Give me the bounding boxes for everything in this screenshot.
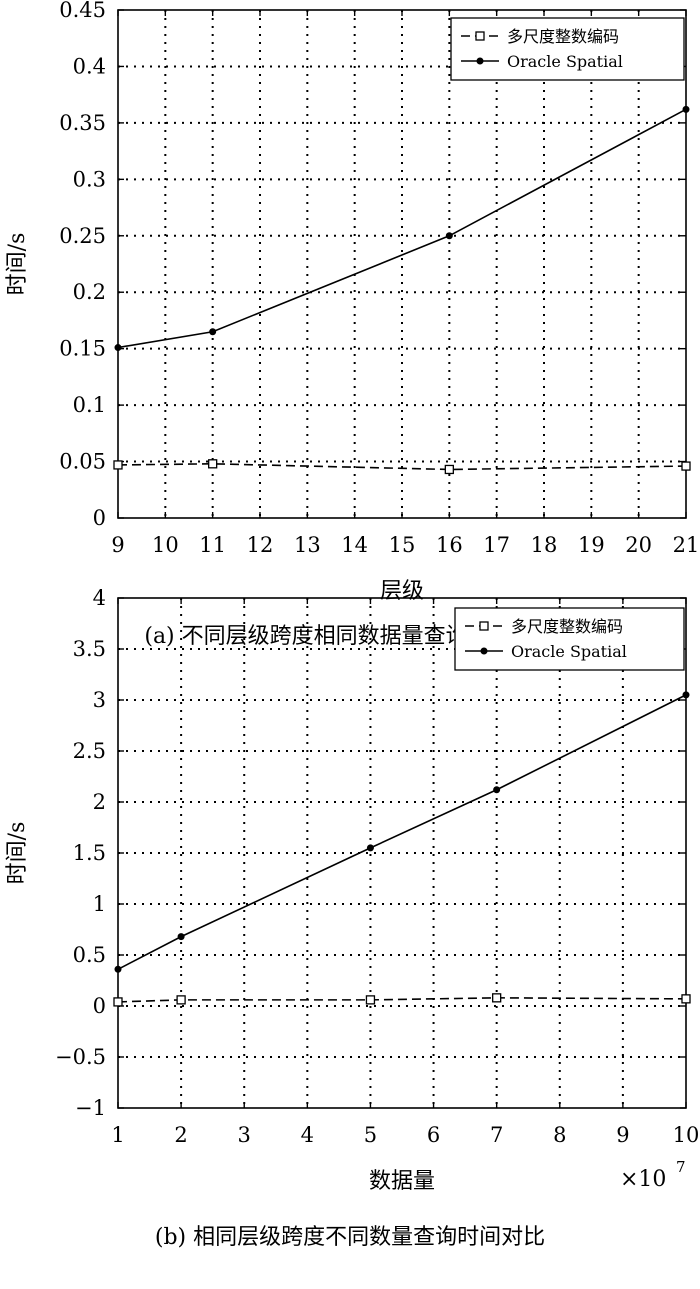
legend-label: 多尺度整数编码 — [507, 27, 619, 46]
x-tick-label: 20 — [625, 533, 652, 557]
y-tick-label: 0.2 — [73, 280, 106, 304]
y-tick-label: 0 — [93, 506, 106, 530]
x-tick-label: 13 — [294, 533, 321, 557]
data-point — [492, 993, 502, 1003]
x-tick-label: 2 — [174, 1123, 187, 1147]
y-tick-label: 0.15 — [59, 337, 106, 361]
y-tick-label: −1 — [75, 1096, 106, 1120]
data-point — [681, 461, 691, 471]
series-oracle-spatial — [114, 105, 690, 352]
data-point — [445, 232, 453, 240]
y-tick-label: 3.5 — [73, 637, 106, 661]
data-point — [365, 995, 376, 1005]
x-tick-label: 10 — [673, 1123, 700, 1147]
plot-frame — [117, 597, 687, 1109]
data-point — [209, 328, 217, 336]
data-point — [114, 965, 122, 973]
series-integer-code — [113, 993, 691, 1007]
data-point — [493, 786, 501, 794]
x-tick-label: 21 — [673, 533, 700, 557]
legend-label: Oracle Spatial — [507, 52, 623, 71]
legend-marker — [475, 31, 485, 41]
legend-box — [454, 607, 685, 671]
legend-label: 多尺度整数编码 — [511, 617, 623, 636]
y-tick-label: 0.05 — [59, 450, 106, 474]
x-tick-label: 18 — [531, 533, 558, 557]
x-tick-label: 9 — [616, 1123, 629, 1147]
data-point — [114, 344, 122, 352]
series-line — [117, 997, 687, 1003]
data-point — [113, 997, 123, 1007]
figure-caption: (b) 相同层级跨度不同数量查询时间对比 — [155, 1225, 545, 1250]
y-tick-label: 0.4 — [73, 54, 106, 78]
x-axis-label: 数据量 — [369, 1169, 435, 1194]
data-point — [176, 995, 186, 1005]
x-tick-label: 7 — [490, 1123, 503, 1147]
data-point — [113, 460, 123, 470]
series-line — [117, 694, 687, 970]
x-tick-label: 10 — [152, 533, 179, 557]
legend-marker — [479, 621, 489, 631]
x-tick-label: 17 — [483, 533, 510, 557]
x-tick-label: 6 — [427, 1123, 440, 1147]
legend-marker — [480, 647, 488, 655]
x-tick-label: 16 — [436, 533, 463, 557]
y-tick-label: 0.5 — [73, 943, 106, 967]
legend: 多尺度整数编码 Oracle Spatial — [454, 607, 685, 671]
y-tick-label: 2 — [93, 790, 106, 814]
y-tick-label: −0.5 — [55, 1045, 106, 1069]
x-tick-label: 15 — [389, 533, 416, 557]
y-tick-label: 0.3 — [73, 167, 106, 191]
x-axis-label: 层级 — [380, 579, 424, 604]
x-tick-label: 19 — [578, 533, 605, 557]
x-tick-label: 8 — [553, 1123, 566, 1147]
x-multiplier-exponent: 7 — [676, 1158, 686, 1176]
y-tick-label: 2.5 — [73, 739, 106, 763]
series-oracle-spatial — [114, 691, 690, 973]
plot-frame — [117, 9, 687, 519]
legend-box — [450, 17, 685, 81]
legend: 多尺度整数编码 Oracle Spatial — [450, 17, 685, 81]
y-tick-label: 0 — [93, 994, 106, 1018]
y-tick-label: 0.35 — [59, 111, 106, 135]
legend-marker — [476, 57, 484, 65]
y-axis-label: 时间/s — [5, 233, 30, 296]
data-point — [366, 844, 374, 852]
x-tick-label: 5 — [364, 1123, 377, 1147]
y-tick-label: 3 — [93, 688, 106, 712]
data-point — [682, 691, 690, 699]
y-tick-label: 1.5 — [73, 841, 106, 865]
chart-b: 1 2 3 4 5 6 7 8 9 10 −1 −0.5 0 0.5 1 1.5 2 2.5 3 3.5 4 数据量 时间/… — [5, 586, 699, 1250]
y-tick-label: 4 — [93, 586, 106, 610]
x-tick-label: 12 — [247, 533, 274, 557]
x-multiplier: ×10 — [620, 1167, 666, 1192]
data-point — [177, 933, 185, 941]
series-line — [117, 463, 687, 471]
y-axis-label: 时间/s — [5, 822, 30, 885]
x-tick-label: 9 — [111, 533, 124, 557]
y-tick-label: 1 — [93, 892, 106, 916]
x-tick-label: 4 — [301, 1123, 314, 1147]
y-tick-label: 0.25 — [59, 224, 106, 248]
legend-label: Oracle Spatial — [511, 642, 627, 661]
chart-a: 9 10 11 12 13 14 15 16 17 18 19 20 21 0 0.05 0.1 0.15 0.2… — [5, 0, 699, 649]
data-point — [208, 459, 218, 469]
x-tick-label: 14 — [341, 533, 368, 557]
x-tick-label: 3 — [238, 1123, 251, 1147]
data-point — [682, 105, 690, 113]
y-tick-label: 0.45 — [59, 0, 106, 22]
x-tick-label: 11 — [199, 533, 226, 557]
x-tick-label: 1 — [111, 1123, 124, 1147]
data-point — [444, 464, 454, 475]
y-tick-label: 0.1 — [73, 393, 106, 417]
series-integer-code — [113, 459, 691, 475]
data-point — [681, 994, 691, 1004]
series-line — [117, 108, 687, 349]
